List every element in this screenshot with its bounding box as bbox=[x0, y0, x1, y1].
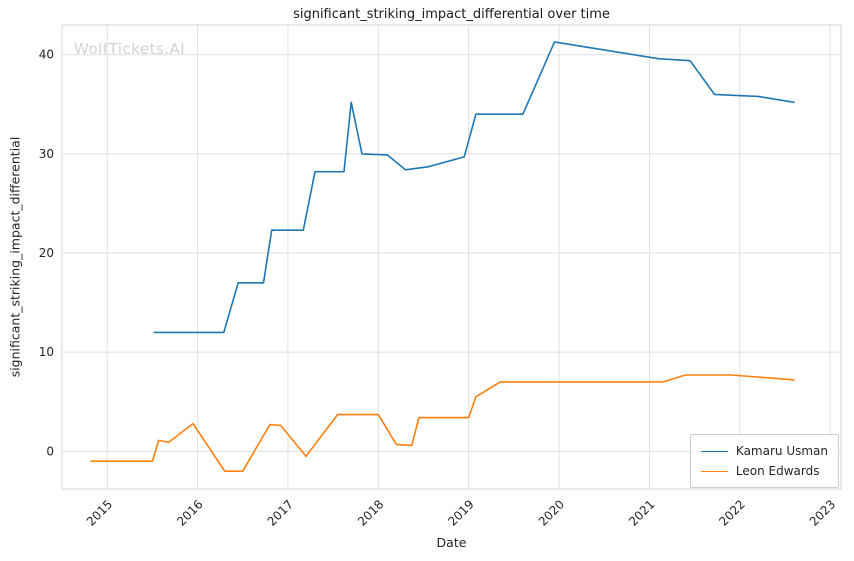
legend-label: Leon Edwards bbox=[735, 464, 820, 478]
y-tick-label: 20 bbox=[39, 246, 54, 260]
x-tick-label: 2021 bbox=[626, 497, 657, 528]
legend-line-swatch bbox=[700, 470, 728, 472]
plot-border bbox=[61, 24, 842, 490]
x-tick-label: 2020 bbox=[536, 497, 567, 528]
legend-item: Kamaru Usman bbox=[700, 441, 828, 461]
chart-title: significant_striking_impact_differential… bbox=[293, 7, 610, 22]
y-tick-label: 0 bbox=[46, 444, 54, 458]
y-tick-label: 10 bbox=[39, 345, 54, 359]
y-axis-label: significant_striking_impact_differential bbox=[7, 136, 23, 378]
legend-line-swatch bbox=[700, 450, 728, 452]
x-tick-label: 2019 bbox=[445, 497, 476, 528]
x-tick-label: 2018 bbox=[355, 497, 386, 528]
x-tick-label: 2022 bbox=[716, 497, 747, 528]
y-tick-label: 30 bbox=[39, 147, 54, 161]
legend-item: Leon Edwards bbox=[700, 461, 828, 481]
watermark: WolfTickets.AI bbox=[74, 40, 186, 58]
x-axis-label: Date bbox=[436, 535, 467, 550]
x-tick-label: 2017 bbox=[265, 497, 296, 528]
x-tick-label: 2015 bbox=[84, 497, 115, 528]
x-tick-label: 2016 bbox=[174, 497, 205, 528]
series-line-0 bbox=[153, 41, 795, 334]
y-tick-label: 40 bbox=[39, 48, 54, 62]
legend: Kamaru Usman Leon Edwards bbox=[689, 434, 839, 488]
legend-label: Kamaru Usman bbox=[735, 444, 828, 458]
x-tick-label: 2023 bbox=[807, 497, 838, 528]
series-line-1 bbox=[90, 374, 795, 473]
